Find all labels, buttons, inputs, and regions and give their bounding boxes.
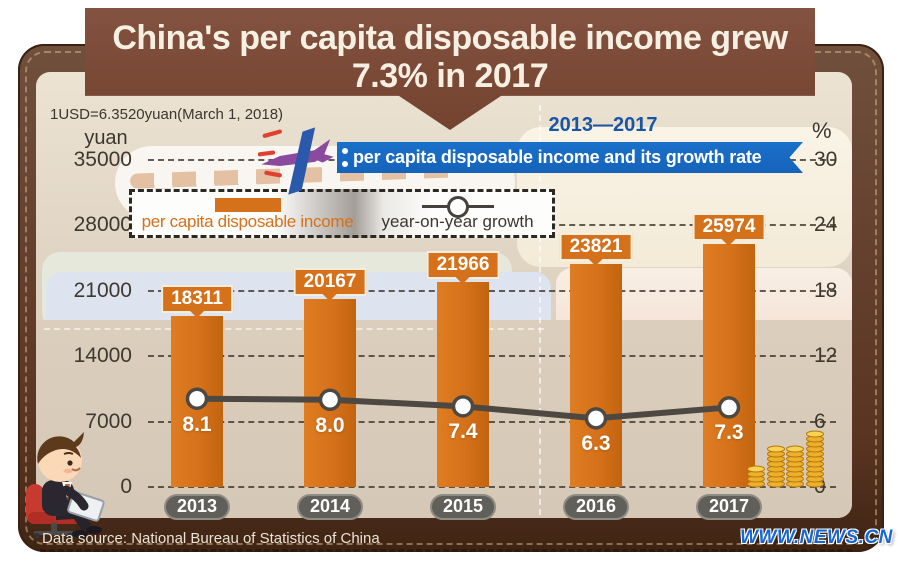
value-callout: 23821 — [559, 233, 633, 267]
legend-line-label: year-on-year growth — [381, 212, 534, 231]
left-axis-tick: 21000 — [73, 278, 132, 302]
value-callout: 20167 — [293, 267, 367, 301]
growth-value: 6.3 — [581, 432, 611, 456]
growth-value: 7.4 — [448, 420, 478, 444]
left-axis-tick: 35000 — [73, 148, 132, 171]
value-callout: 25974 — [692, 213, 766, 247]
year-label: 2014 — [297, 494, 363, 520]
left-axis-tick: 28000 — [73, 213, 132, 237]
cartoon-person-illustration — [26, 432, 105, 539]
left-axis-unit: yuan — [84, 127, 128, 149]
gridline — [148, 486, 836, 488]
value-callout: 21966 — [426, 250, 500, 284]
decor-stitch-horizontal — [44, 328, 544, 330]
value-callout: 18311 — [161, 284, 233, 318]
right-axis-tick: 12 — [814, 344, 838, 368]
decor-stitch-vertical — [539, 105, 541, 515]
page-title-line1: China's per capita disposable income gre… — [112, 19, 788, 57]
bar-2017 — [703, 244, 755, 487]
decor-stitch-footer — [40, 549, 852, 552]
gridline — [148, 420, 836, 423]
legend-box: per capita disposable income year-on-yea… — [129, 189, 555, 238]
growth-value: 8.0 — [315, 413, 345, 437]
right-axis-tick: 30 — [814, 148, 838, 171]
period-label: 2013—2017 — [548, 114, 658, 136]
page-title-line2: 7.3% in 2017 — [351, 57, 549, 95]
year-label: 2015 — [430, 494, 496, 520]
chart-subtitle-ribbon: per capita disposable income and its gro… — [337, 142, 803, 173]
legend-line-entry: year-on-year growth — [363, 192, 552, 235]
growth-value: 7.3 — [714, 421, 744, 445]
legend-bar-entry: per capita disposable income — [132, 192, 363, 235]
year-label: 2016 — [563, 494, 629, 520]
right-axis-unit: % — [812, 118, 832, 143]
gridline — [148, 355, 836, 358]
bar-2016 — [570, 264, 622, 487]
bar-swatch-icon — [214, 198, 281, 212]
growth-value: 8.1 — [182, 412, 212, 436]
gridline — [148, 289, 836, 292]
right-axis-tick: 18 — [814, 278, 838, 302]
watermark-news-cn: WWW.NEWS.CN — [740, 527, 893, 548]
right-axis-tick: 24 — [814, 213, 838, 237]
year-label: 2013 — [164, 494, 230, 520]
legend-bar-label: per capita disposable income — [141, 212, 354, 231]
right-axis-tick: 6 — [814, 409, 826, 433]
left-axis-tick: 14000 — [73, 344, 132, 368]
left-axis-tick: 7000 — [85, 409, 132, 433]
year-label: 2017 — [696, 494, 762, 520]
data-source-note: Data source: National Bureau of Statisti… — [42, 530, 380, 547]
gold-coins-icon — [747, 430, 824, 488]
left-axis-tick: 0 — [120, 475, 132, 498]
airplane-icon — [258, 127, 334, 195]
bar-2015 — [437, 281, 489, 487]
line-marker-circle-icon — [446, 196, 469, 218]
exchange-rate-note: 1USD=6.3520yuan(March 1, 2018) — [50, 106, 284, 123]
